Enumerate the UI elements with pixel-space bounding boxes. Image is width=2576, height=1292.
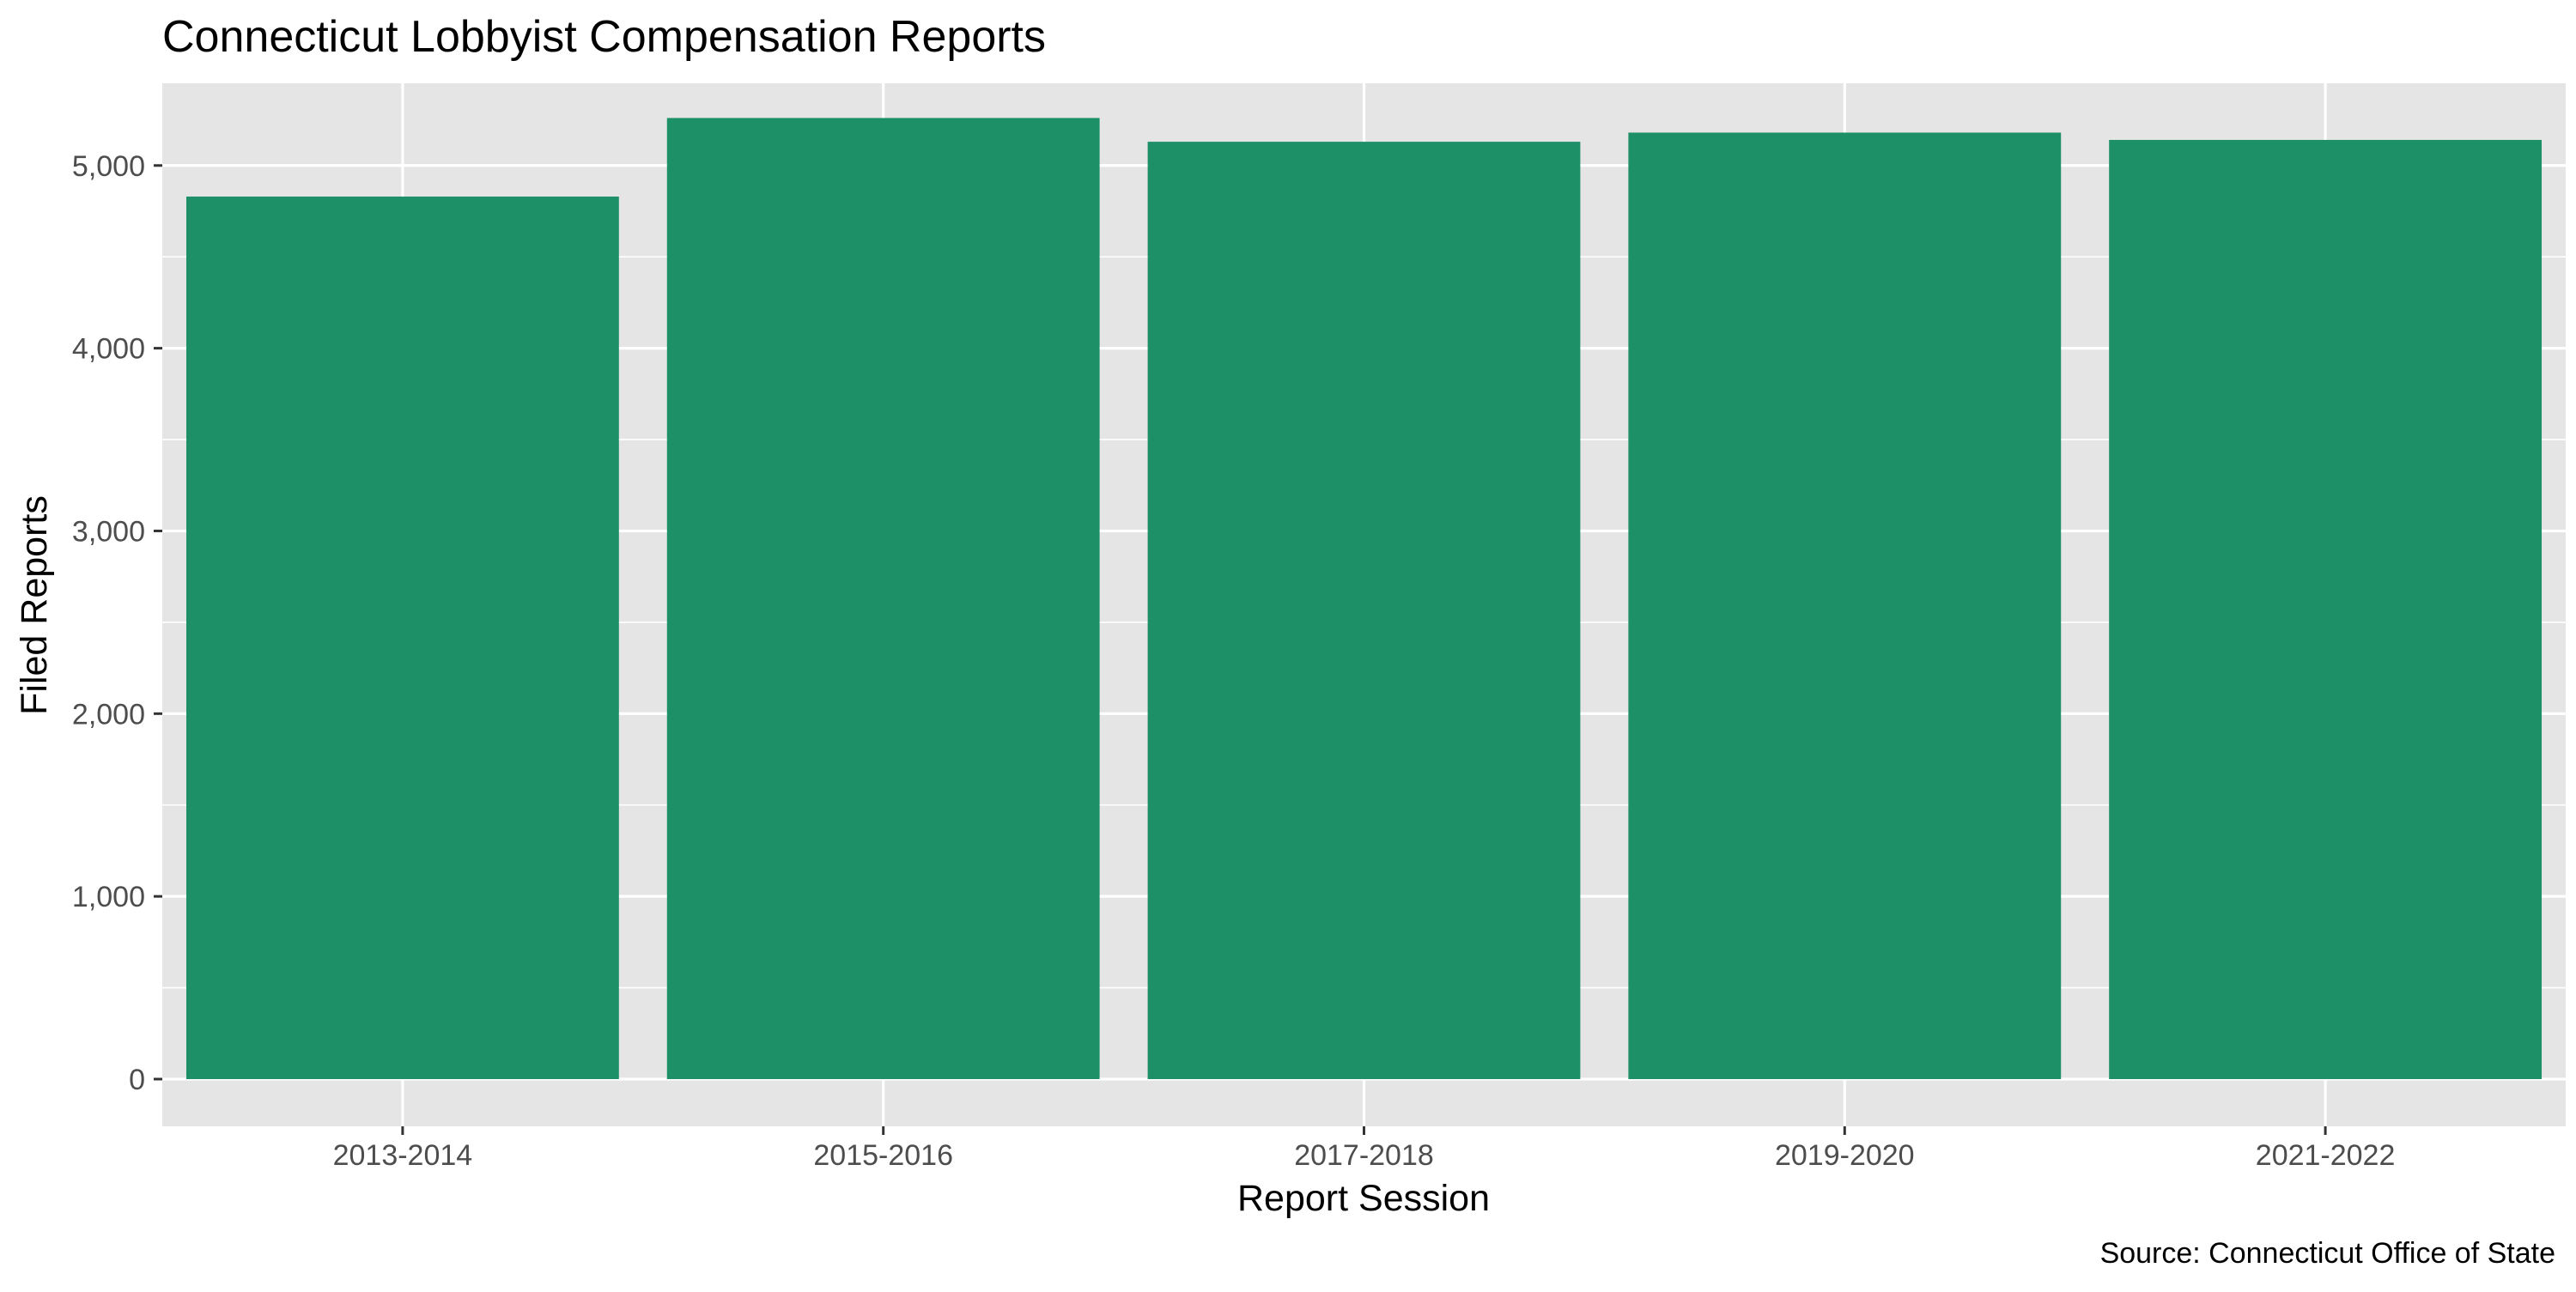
bar-2017-2018 (1147, 142, 1581, 1079)
x-tick-label: 2021-2022 (2256, 1139, 2396, 1172)
caption: Source: Connecticut Office of State (2100, 1237, 2555, 1270)
y-tick-label: 4,000 (72, 333, 145, 366)
y-tick-label: 3,000 (72, 515, 145, 548)
axis-ticks: 0 1,000 2,000 3,000 4,000 5,000 2013-2014 2015-… (72, 150, 2395, 1172)
chart-title: Connecticut Lobbyist Compensation Report… (162, 12, 1046, 62)
bar-2015-2016 (666, 118, 1100, 1079)
bars (185, 118, 2543, 1080)
x-tick-label: 2015-2016 (813, 1139, 953, 1172)
y-tick-label: 1,000 (72, 881, 145, 913)
x-tick-label: 2017-2018 (1294, 1139, 1434, 1172)
y-tick-label: 5,000 (72, 150, 145, 183)
bar-2021-2022 (2109, 139, 2543, 1079)
x-tick-label: 2019-2020 (1775, 1139, 1915, 1172)
y-axis-title: Filed Reports (14, 495, 55, 715)
x-tick-label: 2013-2014 (333, 1139, 473, 1172)
bar-2013-2014 (185, 196, 619, 1080)
bar-2019-2020 (1628, 132, 2062, 1079)
x-axis-title: Report Session (1237, 1178, 1490, 1219)
y-tick-label: 0 (129, 1064, 145, 1096)
y-tick-label: 2,000 (72, 698, 145, 731)
